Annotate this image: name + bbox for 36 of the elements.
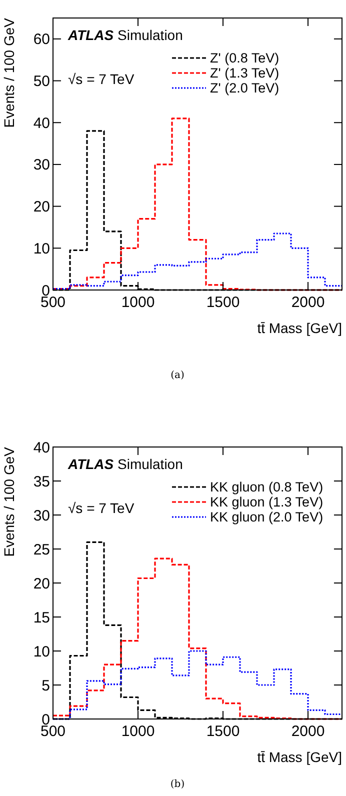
legend-label: Z' (1.3 TeV) (210, 66, 280, 81)
annotation: √s = 7 TeV (68, 500, 135, 516)
y-tick-label: 10 (33, 240, 50, 258)
text: (b) (170, 779, 185, 790)
y-tick-label: 60 (33, 31, 50, 48)
y-tick-label: 15 (33, 609, 50, 626)
x-tick-label: 2000 (291, 723, 325, 740)
y-tick-label: 35 (33, 473, 50, 490)
y-tick-label: 30 (33, 156, 50, 174)
legend-label: Z' (2.0 TeV) (210, 80, 280, 96)
x-tick-label: 1000 (121, 294, 155, 311)
x-tick-label: 1000 (121, 723, 155, 740)
legend-label: Z' (0.8 TeV) (210, 50, 280, 66)
y-tick-label: 40 (33, 114, 50, 132)
y-tick-label: 50 (33, 73, 50, 90)
y-tick-label: 20 (33, 575, 50, 592)
y-axis-title: Events / 100 GeV (1, 17, 17, 128)
annotation: ATLAS Simulation (67, 456, 183, 472)
y-tick-label: 5 (42, 677, 50, 694)
annotation: ATLAS Simulation (67, 27, 183, 43)
legend-label: KK gluon (2.0 TeV) (210, 510, 324, 525)
y-tick-label: 25 (33, 541, 50, 558)
legend-label: KK gluon (0.8 TeV) (210, 480, 324, 495)
text: (a) (170, 370, 184, 381)
x-tick-label: 2000 (291, 294, 325, 311)
y-tick-label: 20 (33, 198, 50, 216)
y-tick-label: 40 (33, 439, 50, 456)
y-tick-label: 10 (33, 643, 50, 660)
y-tick-label: 30 (33, 507, 50, 524)
x-axis-title: tt̄ Mass [GeV] (257, 320, 342, 336)
legend-label: KK gluon (1.3 TeV) (210, 494, 324, 510)
annotation: √s = 7 TeV (68, 71, 135, 87)
x-axis-title: tt̄ Mass [GeV] (257, 749, 342, 765)
x-tick-label: 1500 (206, 723, 240, 740)
y-axis-title: Events / 100 GeV (1, 446, 17, 557)
x-tick-label: 1500 (206, 294, 240, 311)
